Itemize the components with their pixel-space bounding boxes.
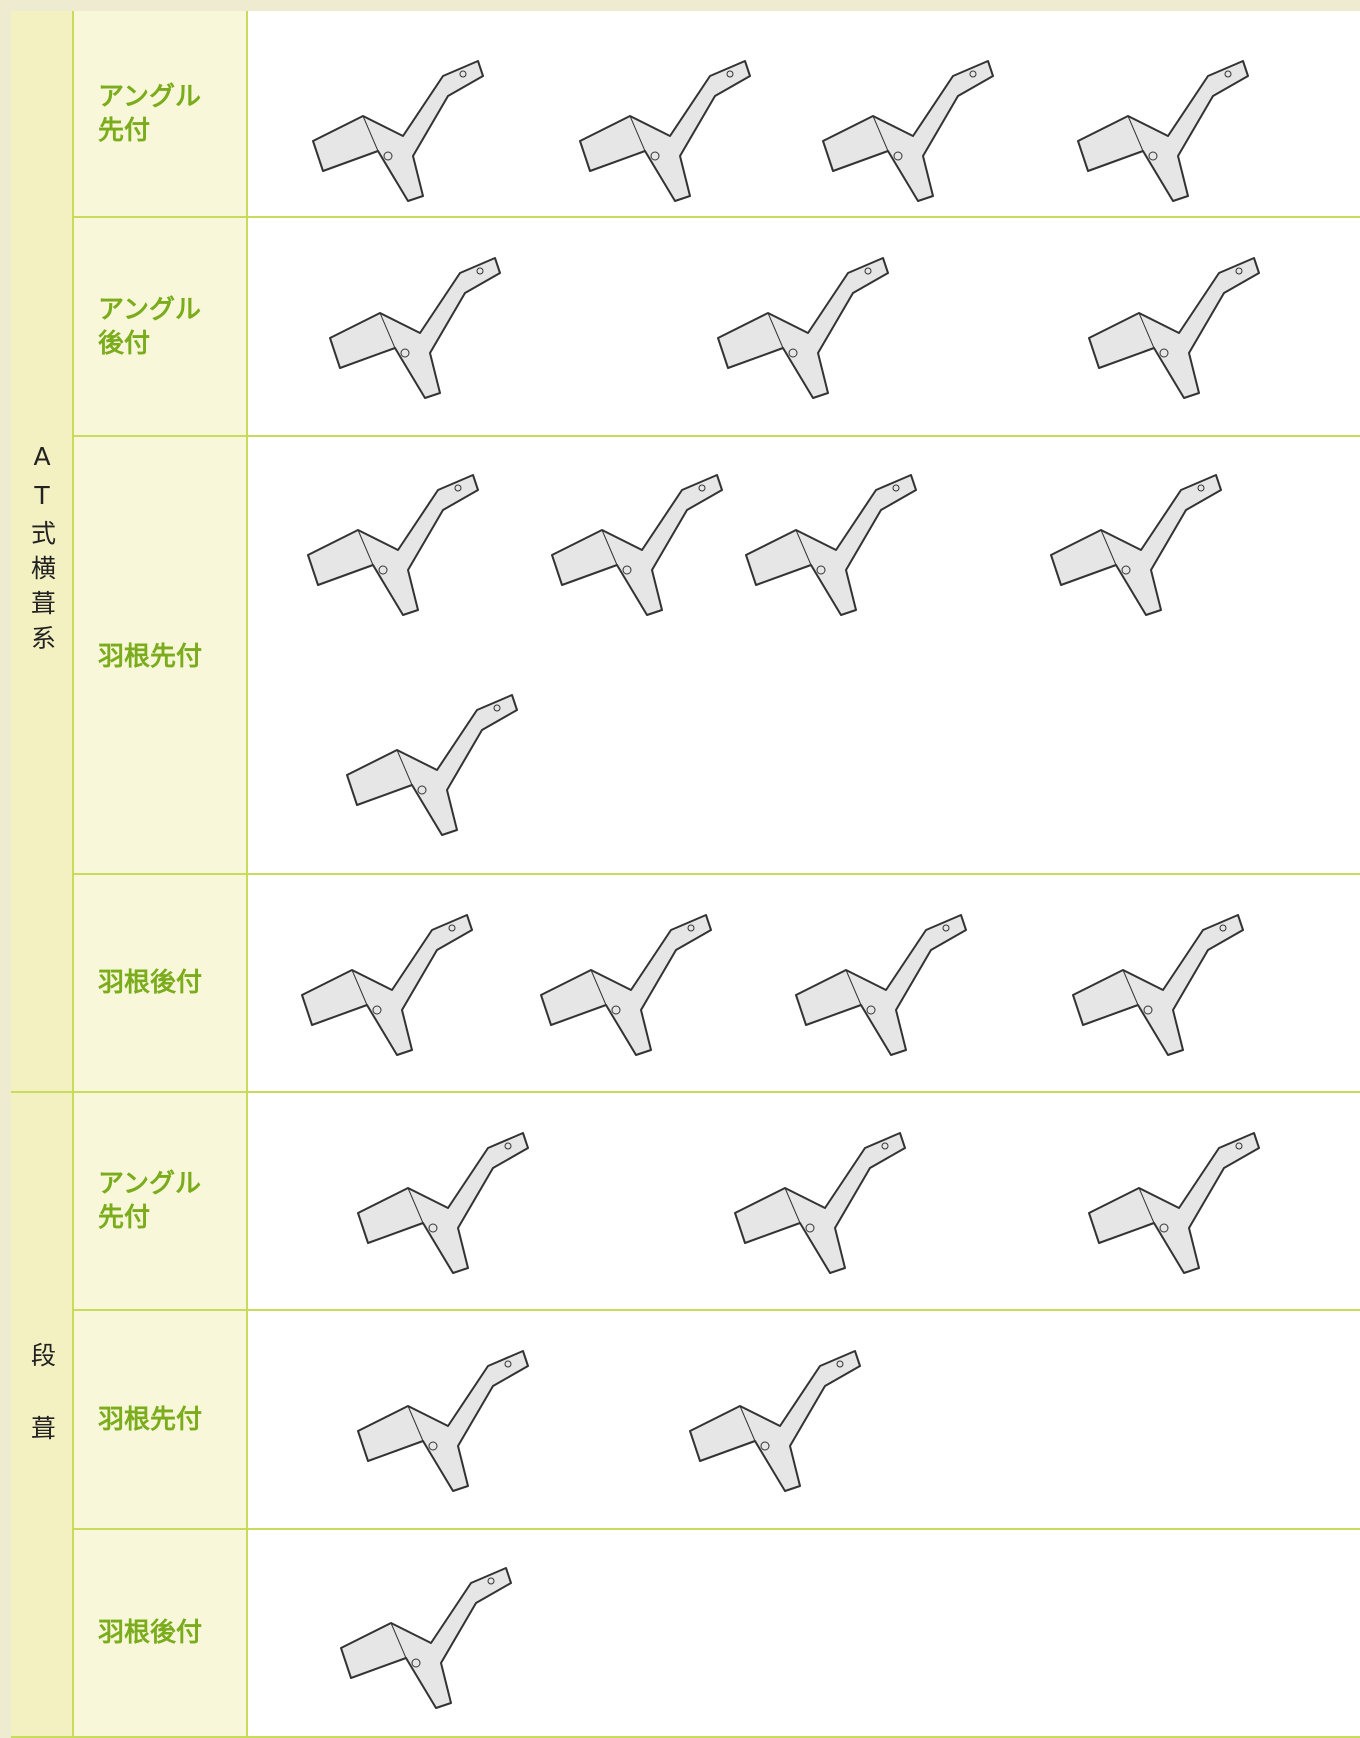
row-label-text: 羽根先付 (98, 1404, 203, 1435)
group-label-text: 段葺 (27, 1341, 57, 1488)
product-image (1077, 60, 1249, 202)
row-label: アングル後付 (74, 218, 248, 437)
row-label: 羽根先付 (74, 560, 248, 756)
row-label: 羽根先付 (74, 1311, 248, 1530)
product-image (312, 60, 484, 202)
row-line (74, 435, 1360, 437)
product-image (301, 914, 473, 1056)
row-line (74, 216, 1360, 218)
row-label: アングル先付 (74, 1093, 248, 1311)
image-row (248, 1530, 1360, 1738)
row-line (74, 1309, 1360, 1311)
image-row (248, 218, 1360, 437)
row-line (74, 1736, 1360, 1738)
product-image (734, 1132, 906, 1274)
product-image (745, 474, 917, 616)
image-row (248, 1093, 1360, 1311)
product-image (329, 257, 501, 399)
product-image (357, 1350, 529, 1492)
row-label-text: 羽根後付 (98, 1618, 203, 1649)
row-label: アングル先付 (74, 11, 248, 218)
group-label: AT式横葺系 (11, 11, 74, 1093)
row-label-text: アングル先付 (98, 81, 201, 146)
row-label-text: アングル後付 (98, 294, 201, 359)
row-label: 羽根後付 (74, 875, 248, 1093)
row-label-text: 羽根後付 (98, 968, 203, 999)
group-label-text: AT式横葺系 (27, 442, 57, 660)
product-image (307, 474, 479, 616)
group-label: 段葺 (11, 1093, 74, 1738)
image-row (248, 875, 1360, 1093)
label-bg (74, 756, 248, 875)
product-image (1088, 257, 1260, 399)
row-label-text: アングル先付 (98, 1169, 201, 1233)
product-image (822, 60, 994, 202)
product-image (717, 257, 889, 399)
image-row (248, 1311, 1360, 1530)
product-image (540, 914, 712, 1056)
image-row (248, 11, 1360, 218)
label-bg (74, 437, 248, 560)
product-image (340, 1567, 512, 1709)
product-image (1072, 914, 1244, 1056)
product-image (346, 694, 518, 836)
image-row (248, 437, 1360, 875)
product-image (689, 1350, 861, 1492)
row-line (74, 1528, 1360, 1530)
row-label-text: 羽根先付 (98, 642, 203, 673)
product-image (579, 60, 751, 202)
row-line (74, 1091, 1360, 1093)
product-image (1050, 474, 1222, 616)
product-image (357, 1132, 529, 1274)
product-image (551, 474, 723, 616)
row-line (74, 873, 1360, 875)
product-image (1088, 1132, 1260, 1274)
product-image (795, 914, 967, 1056)
row-label: 羽根後付 (74, 1530, 248, 1738)
